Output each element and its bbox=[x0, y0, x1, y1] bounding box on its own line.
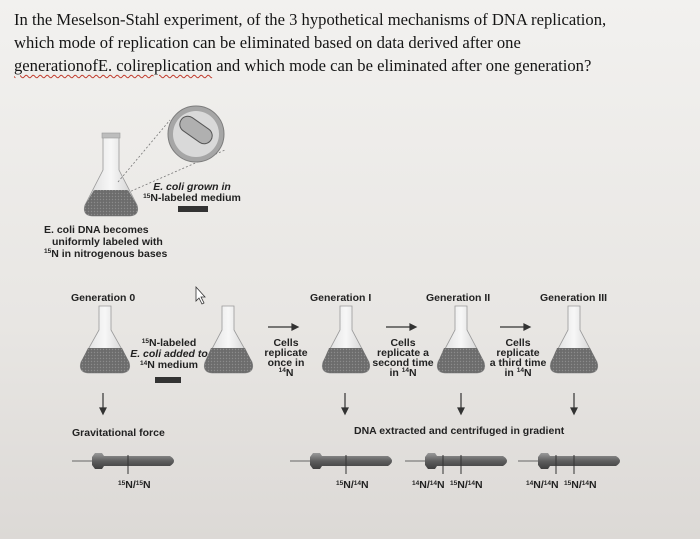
band2b-b: N bbox=[474, 479, 483, 491]
band2a-b: N bbox=[436, 479, 445, 491]
rep1-line-4: N bbox=[285, 367, 294, 379]
dna-labeled-label: E. coli DNA becomes uniformly labeled wi… bbox=[44, 224, 167, 260]
rep1-line-2: replicate bbox=[264, 347, 308, 359]
rep2-line-1: Cells bbox=[390, 337, 416, 349]
band3a-sup1: 14 bbox=[526, 480, 534, 487]
grown-label: E. coli grown in 15N-labeled medium bbox=[137, 182, 247, 204]
dna-extracted-label: DNA extracted and centrifuged in gradien… bbox=[354, 425, 565, 437]
flask-gen3 bbox=[549, 305, 599, 374]
rep2-line-4: N bbox=[408, 367, 417, 379]
rep1-line-1: Cells bbox=[273, 337, 299, 349]
band-label-gen1: 15N/14N bbox=[336, 480, 369, 491]
band1-a: N/ bbox=[343, 479, 354, 491]
dna-line-2: uniformly labeled with bbox=[52, 236, 163, 248]
rep3-line-4: N bbox=[523, 367, 532, 379]
band2a-sup1: 14 bbox=[412, 480, 420, 487]
rep3-pre: in bbox=[504, 367, 517, 379]
dna-line-3: N in nitrogenous bases bbox=[51, 248, 168, 260]
band-label-gen0: 15N/15N bbox=[118, 480, 151, 491]
band1-sup2: 14 bbox=[353, 480, 361, 487]
tube-gen2 bbox=[405, 453, 507, 474]
band0-sup2: 15 bbox=[135, 480, 143, 487]
band2b-a: N/ bbox=[457, 479, 468, 491]
generation-0-label: Generation 0 bbox=[71, 292, 136, 304]
band3a-sup2: 14 bbox=[543, 480, 551, 487]
band0-a: N/ bbox=[125, 479, 136, 491]
tube-gen1 bbox=[290, 453, 392, 474]
down-arrows bbox=[99, 393, 578, 416]
generation-3-label: Generation III bbox=[540, 292, 608, 304]
dna-sup: 15 bbox=[44, 248, 52, 255]
flask-gen1 bbox=[321, 305, 371, 374]
added-sup-1: 15 bbox=[141, 338, 149, 345]
band2a-a: N/ bbox=[419, 479, 430, 491]
band-label-gen3-b: 15N/14N bbox=[564, 480, 597, 491]
band2b-sup1: 15 bbox=[450, 480, 458, 487]
misspelled-phrase: generationofE. colireplication bbox=[14, 56, 213, 75]
band2b-sup2: 14 bbox=[467, 480, 475, 487]
rep2-line-2: replicate a bbox=[377, 347, 429, 359]
band3a-b: N bbox=[550, 479, 559, 491]
gravitational-force-label: Gravitational force bbox=[72, 427, 165, 439]
added-sup-2: 14 bbox=[140, 360, 148, 367]
question-line-2: which mode of replication can be elimina… bbox=[14, 33, 521, 52]
band-label-gen2-a: 14N/14N bbox=[412, 480, 445, 491]
added-label: 15N-labeled E. coli added to 14N medium bbox=[128, 338, 210, 371]
generation-2-label: Generation II bbox=[426, 292, 491, 304]
band-label-gen3-a: 14N/14N bbox=[526, 480, 559, 491]
band2a-sup2: 14 bbox=[429, 480, 437, 487]
generation-1-label: Generation I bbox=[310, 292, 372, 304]
band3b-sup1: 15 bbox=[564, 480, 572, 487]
mouse-pointer-icon bbox=[195, 285, 206, 305]
question-text: In the Meselson-Stahl experiment, of the… bbox=[14, 8, 694, 77]
band1-sup1: 15 bbox=[336, 480, 344, 487]
rep2-line-3: second time bbox=[372, 357, 434, 369]
dna-band-marker bbox=[178, 206, 208, 212]
rep1-sup: 14 bbox=[278, 367, 286, 374]
rep3-sup: 14 bbox=[516, 367, 524, 374]
grown-line-1: E. coli grown in bbox=[153, 181, 231, 193]
added-line-1: N-labeled bbox=[148, 337, 197, 349]
flask-gen0b bbox=[203, 305, 254, 374]
rep3-line-1: Cells bbox=[505, 337, 531, 349]
tube-gen3 bbox=[518, 453, 620, 474]
gen0-band-marker bbox=[155, 377, 181, 383]
flask-gen2 bbox=[436, 305, 486, 374]
replicate-second-label: Cells replicate a second time in 14N bbox=[368, 337, 438, 379]
band0-b: N bbox=[142, 479, 151, 491]
band3b-b: N bbox=[588, 479, 597, 491]
rep3-line-2: replicate bbox=[496, 347, 540, 359]
rep3-line-3: a third time bbox=[489, 357, 547, 369]
flask-gen0 bbox=[79, 305, 131, 374]
added-line-2: E. coli added to bbox=[130, 348, 208, 360]
question-line-3: generationofE. colireplication and which… bbox=[14, 54, 694, 77]
replicate-once-label: Cells replicate once in 14N bbox=[258, 337, 314, 379]
band0-sup1: 15 bbox=[118, 480, 126, 487]
dna-line-1: E. coli DNA becomes bbox=[44, 224, 149, 236]
band3a-a: N/ bbox=[533, 479, 544, 491]
rep1-line-3: once in bbox=[267, 357, 305, 369]
flask-top bbox=[83, 132, 139, 217]
band3b-sup2: 14 bbox=[581, 480, 589, 487]
magnified-cell bbox=[167, 105, 225, 163]
rep2-sup: 14 bbox=[401, 367, 409, 374]
tube-gen0 bbox=[72, 453, 174, 474]
replicate-third-label: Cells replicate a third time in 14N bbox=[486, 337, 550, 379]
band1-b: N bbox=[360, 479, 369, 491]
grown-sup: 15 bbox=[143, 193, 151, 200]
added-line-3: N medium bbox=[147, 359, 198, 371]
question-line-3-rest: and which mode can be eliminated after o… bbox=[212, 56, 592, 75]
question-line-1: In the Meselson-Stahl experiment, of the… bbox=[14, 10, 607, 29]
rep2-pre: in bbox=[389, 367, 402, 379]
band-label-gen2-b: 15N/14N bbox=[450, 480, 483, 491]
band3b-a: N/ bbox=[571, 479, 582, 491]
replication-arrows bbox=[268, 323, 532, 331]
grown-line-2: N-labeled medium bbox=[150, 192, 241, 204]
